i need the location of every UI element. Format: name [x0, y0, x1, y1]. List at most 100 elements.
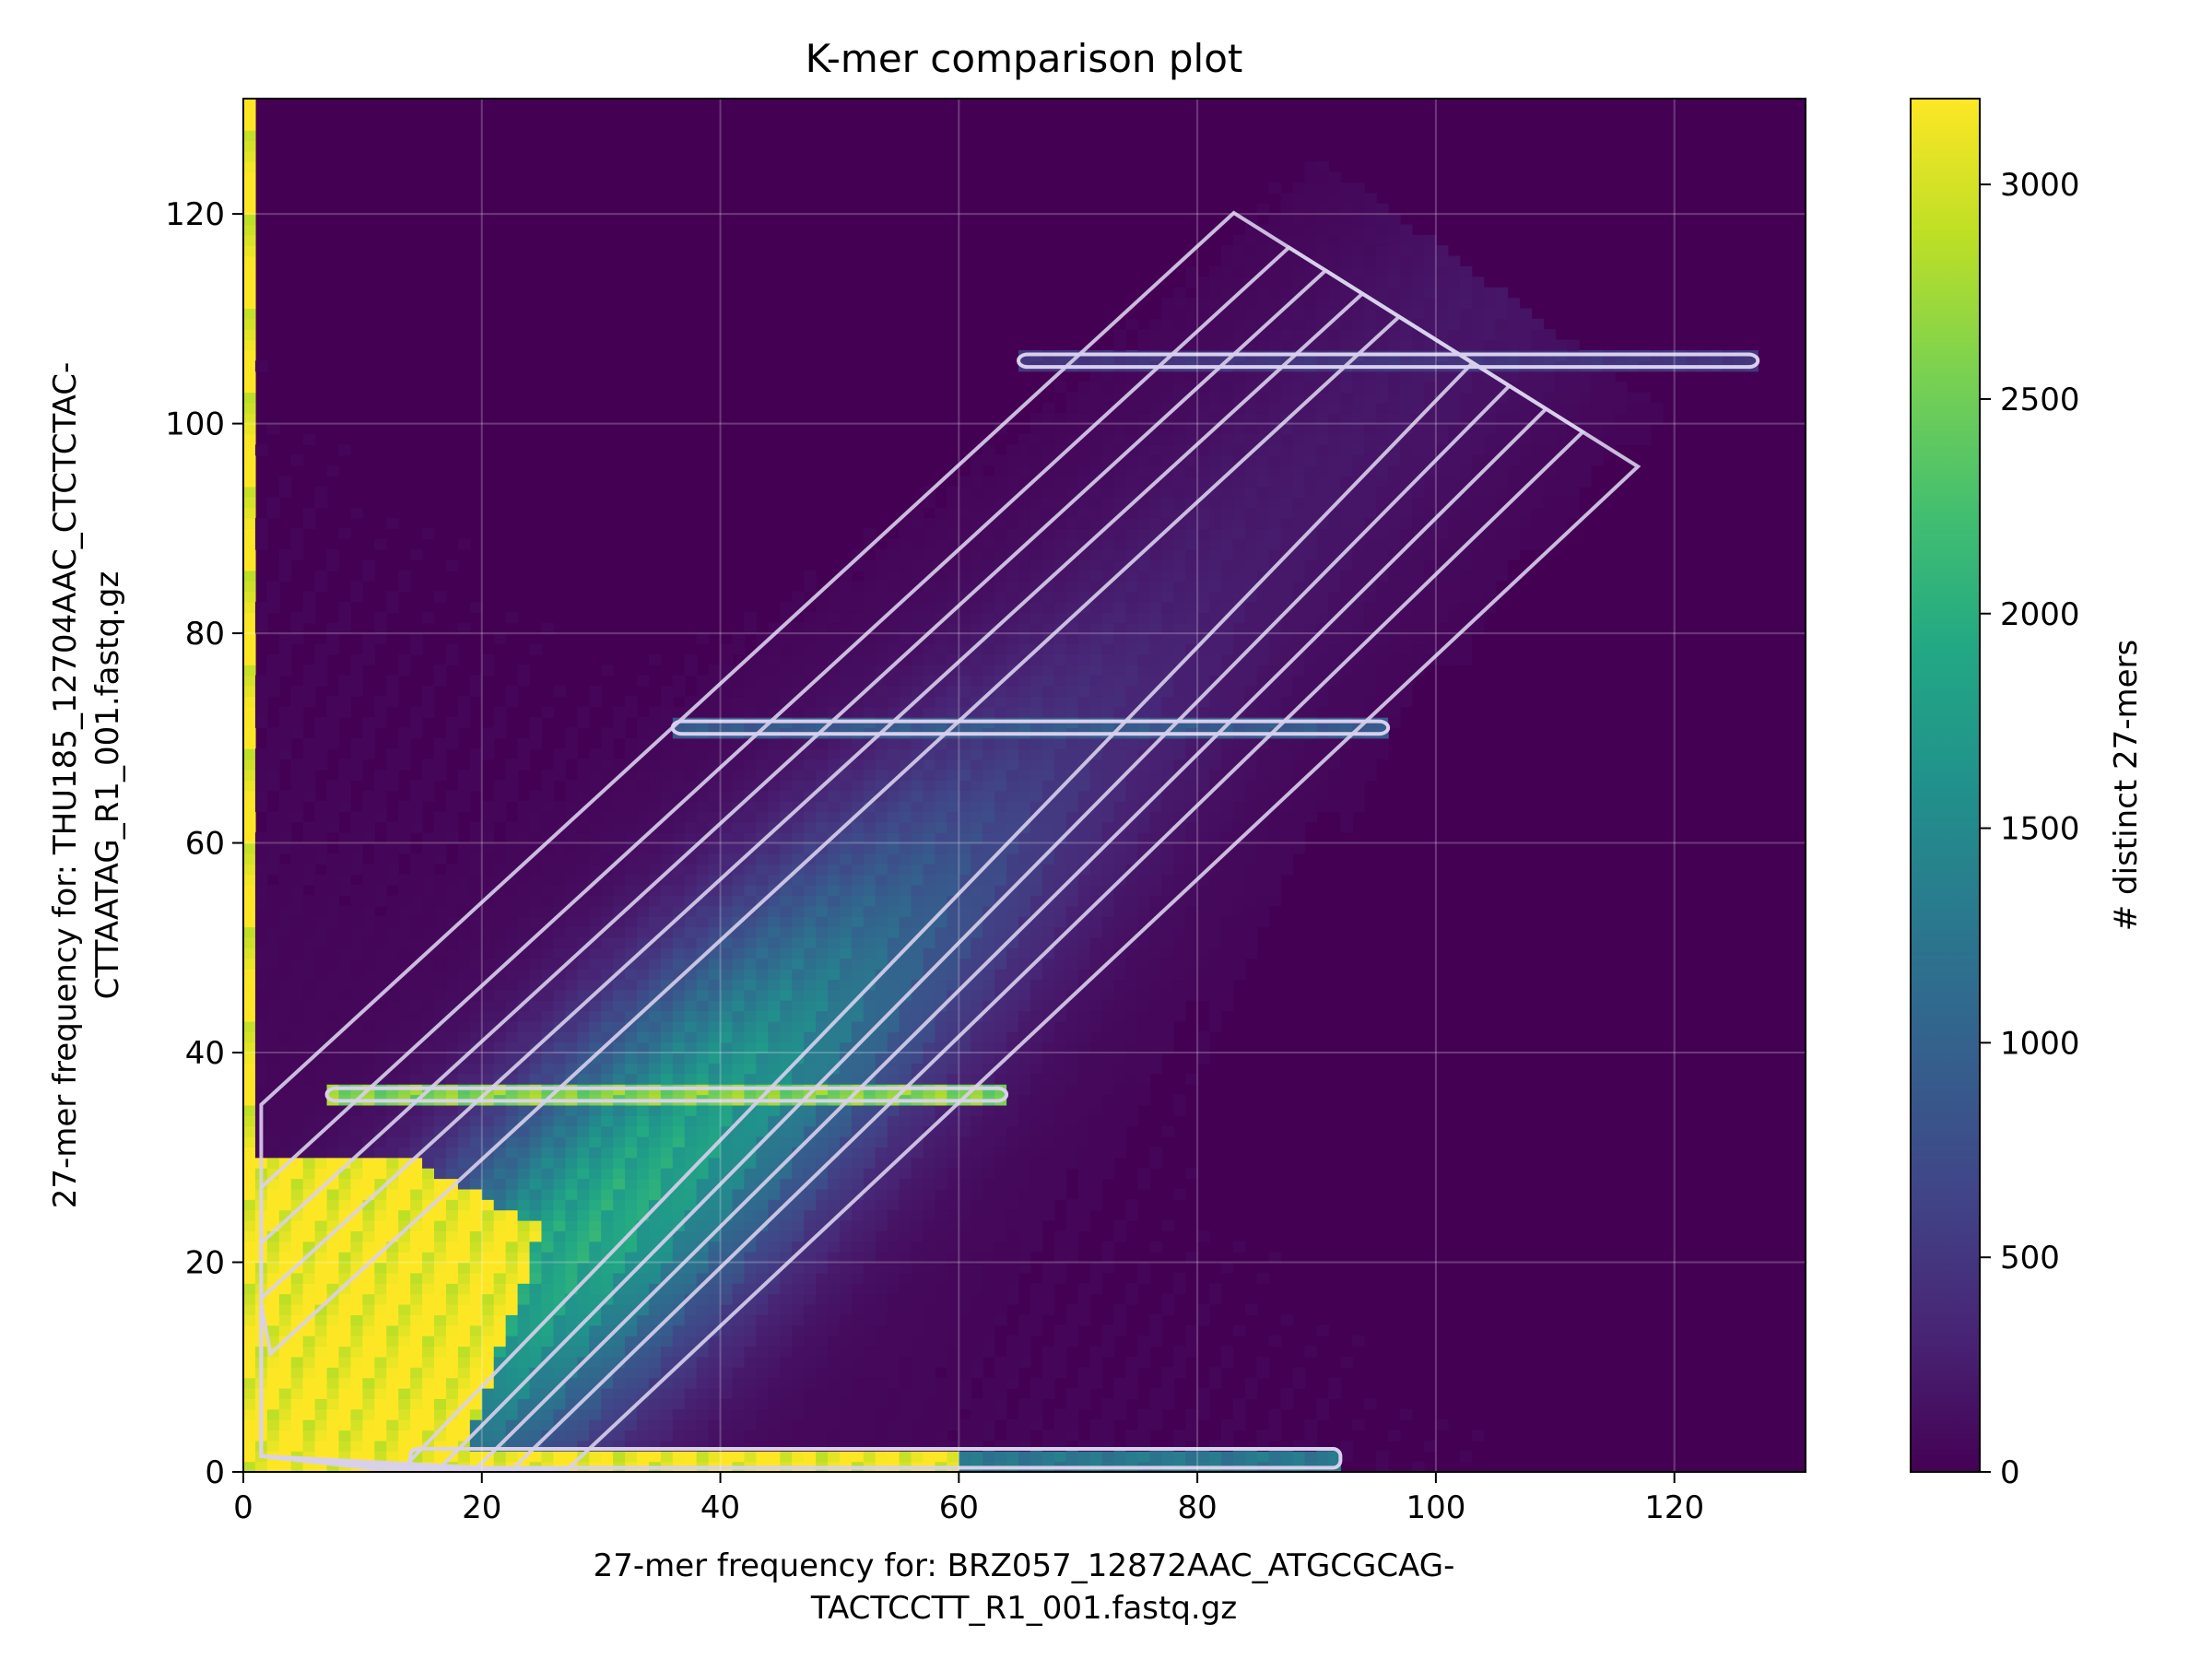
heatmap-cell — [302, 1188, 316, 1200]
heatmap-cell — [875, 1031, 888, 1043]
heatmap-cell — [792, 1440, 805, 1452]
heatmap-cell — [899, 696, 912, 708]
heatmap-cell — [625, 737, 638, 749]
heatmap-cell — [493, 1031, 507, 1043]
heatmap-cell — [422, 864, 435, 876]
heatmap-cell — [875, 1209, 888, 1221]
heatmap-cell — [314, 1304, 328, 1315]
heatmap-cell — [828, 958, 841, 970]
heatmap-cell — [577, 1168, 590, 1180]
heatmap-cell — [350, 989, 363, 1001]
heatmap-cell — [517, 1000, 531, 1012]
heatmap-cell — [672, 1314, 686, 1326]
heatmap-cell — [457, 1000, 471, 1012]
heatmap-cell — [816, 1440, 829, 1452]
heatmap-cell — [947, 1115, 959, 1127]
heatmap-cell — [243, 497, 256, 509]
heatmap-cell — [302, 790, 316, 802]
heatmap-cell — [816, 916, 829, 928]
heatmap-cell — [541, 1053, 555, 1065]
heatmap-cell — [923, 1377, 936, 1389]
heatmap-cell — [445, 1000, 459, 1012]
heatmap-cell — [959, 1346, 971, 1358]
heatmap-cell — [338, 947, 352, 959]
heatmap-cell — [792, 1136, 805, 1147]
heatmap-cell — [565, 1262, 578, 1274]
heatmap-cell — [947, 633, 959, 645]
heatmap-cell — [314, 1241, 328, 1253]
heatmap-cell — [887, 1430, 900, 1441]
heatmap-cell — [553, 853, 566, 865]
heatmap-cell — [362, 717, 375, 729]
heatmap-cell — [505, 1199, 519, 1211]
heatmap-cell — [971, 1115, 983, 1127]
heatmap-cell — [804, 1335, 817, 1347]
heatmap-cell — [278, 1356, 292, 1368]
heatmap-cell — [696, 685, 710, 697]
heatmap-cell — [935, 759, 947, 771]
heatmap-cell — [816, 1388, 829, 1399]
heatmap-cell — [911, 517, 924, 529]
heatmap-cell — [768, 989, 781, 1001]
heatmap-cell — [434, 1147, 447, 1159]
heatmap-cell — [660, 1115, 674, 1127]
heatmap-cell — [756, 1020, 769, 1032]
heatmap-cell — [768, 1188, 781, 1200]
heatmap-cell — [816, 1188, 829, 1200]
heatmap-cell — [529, 737, 543, 749]
heatmap-cell — [660, 832, 674, 844]
heatmap-cell — [828, 1408, 841, 1420]
heatmap-cell — [445, 1220, 459, 1231]
heatmap-cell — [278, 1252, 292, 1264]
heatmap-cell — [553, 801, 566, 813]
heatmap-cell — [660, 926, 674, 938]
heatmap-cell — [780, 1178, 793, 1190]
heatmap-cell — [911, 1199, 924, 1211]
heatmap-cell — [481, 958, 495, 970]
heatmap-cell — [696, 1314, 710, 1326]
heatmap-cell — [457, 1283, 471, 1295]
heatmap-cell — [923, 926, 936, 938]
heatmap-cell — [505, 832, 519, 844]
heatmap-cell — [875, 1367, 888, 1379]
heatmap-cell — [672, 885, 686, 897]
heatmap-cell — [672, 1283, 686, 1295]
heatmap-cell — [804, 1314, 817, 1326]
heatmap-cell — [613, 790, 626, 802]
heatmap-cell — [684, 1063, 698, 1075]
heatmap-cell — [780, 1020, 793, 1032]
heatmap-cell — [911, 622, 924, 634]
heatmap-cell — [660, 769, 674, 781]
heatmap-cell — [290, 622, 304, 634]
heatmap-cell — [875, 622, 888, 634]
heatmap-cell — [828, 1157, 841, 1169]
heatmap-cell — [851, 1168, 865, 1180]
heatmap-cell — [875, 1020, 888, 1032]
heatmap-cell — [577, 1283, 590, 1295]
heatmap-cell — [445, 1104, 459, 1116]
heatmap-cell — [804, 989, 817, 1001]
heatmap-cell — [660, 853, 674, 865]
heatmap-cell — [899, 1408, 912, 1420]
heatmap-cell — [816, 1430, 829, 1441]
heatmap-cell — [684, 1199, 698, 1211]
heatmap-cell — [780, 1419, 793, 1431]
heatmap-cell — [577, 958, 590, 970]
heatmap-cell — [541, 790, 555, 802]
heatmap-cell — [732, 1252, 746, 1264]
heatmap-cell — [386, 1262, 399, 1274]
heatmap-cell — [625, 1178, 638, 1190]
heatmap-cell — [517, 1020, 531, 1032]
heatmap-cell — [505, 759, 519, 771]
heatmap-cell — [422, 905, 435, 917]
heatmap-cell — [935, 1104, 947, 1116]
heatmap-cell — [469, 874, 483, 886]
heatmap-cell — [935, 517, 947, 529]
heatmap-cell — [660, 696, 674, 708]
heatmap-cell — [756, 643, 769, 655]
heatmap-cell — [422, 1356, 435, 1368]
heatmap-cell — [887, 1000, 900, 1012]
heatmap-cell — [457, 801, 471, 813]
heatmap-cell — [792, 1304, 805, 1315]
heatmap-cell — [517, 1230, 531, 1242]
